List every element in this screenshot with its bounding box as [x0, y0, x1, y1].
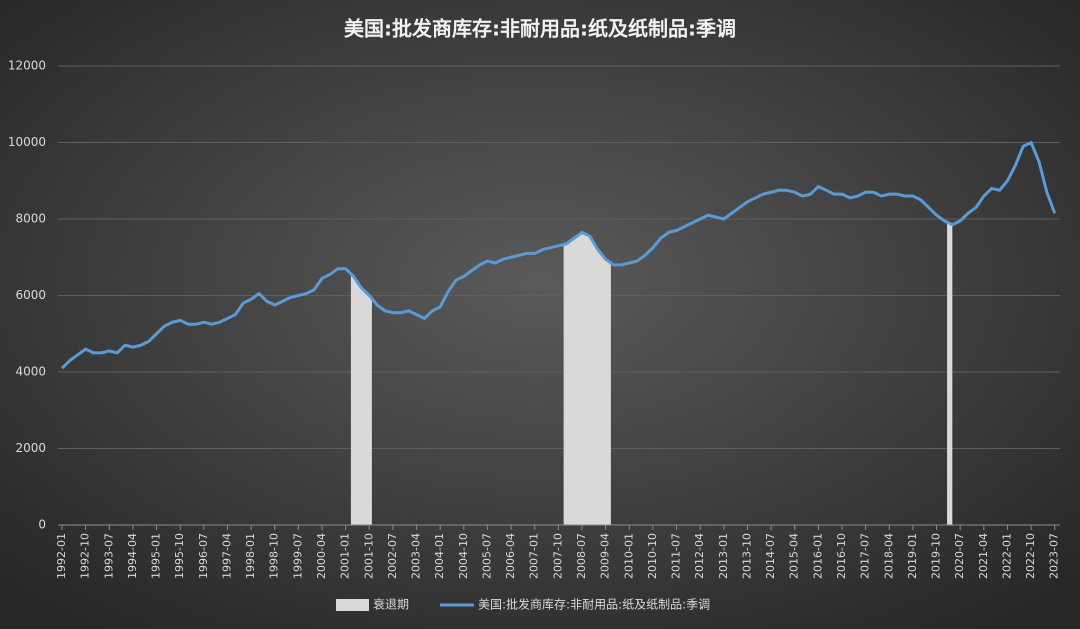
x-tick-label: 2013-10: [740, 533, 753, 579]
x-tick-label: 1992-01: [55, 533, 68, 579]
x-tick-label: 2018-04: [882, 533, 895, 579]
x-tick-label: 2001-10: [362, 533, 375, 579]
x-tick-label: 2023-07: [1048, 533, 1061, 579]
recession-band: [350, 273, 372, 525]
x-tick-label: 2012-04: [693, 533, 706, 579]
x-tick-label: 1999-07: [291, 533, 304, 579]
y-tick-label: 0: [38, 518, 46, 532]
x-tick-label: 2016-10: [835, 533, 848, 579]
x-tick-label: 2000-04: [315, 533, 328, 579]
recession-band: [947, 222, 953, 525]
x-tick-label: 2013-01: [717, 533, 730, 579]
x-tick-label: 2010-01: [622, 533, 635, 579]
x-tick-label: 2006-04: [504, 533, 517, 579]
x-tick-label: 1994-04: [126, 533, 139, 579]
x-tick-label: 2011-07: [670, 533, 683, 579]
x-tick-label: 2021-04: [977, 533, 990, 579]
x-tick-label: 1998-01: [244, 533, 257, 579]
x-tick-label: 2019-01: [906, 533, 919, 579]
x-tick-label: 2002-07: [386, 533, 399, 579]
y-tick-label: 6000: [15, 288, 46, 302]
x-tick-label: 2022-01: [1000, 533, 1013, 579]
y-tick-label: 2000: [15, 441, 46, 455]
x-tick-label: 2001-01: [339, 533, 352, 579]
legend-label: 衰退期: [373, 597, 409, 612]
x-tick-label: 1998-10: [268, 533, 281, 579]
y-tick-label: 4000: [15, 365, 46, 379]
legend-swatch: [336, 599, 369, 611]
x-tick-label: 2004-01: [433, 533, 446, 579]
data-line: [60, 141, 1057, 370]
chart-title: 美国:批发商库存:非耐用品:纸及纸制品:季调: [344, 17, 736, 41]
x-tick-label: 1993-07: [102, 533, 115, 579]
x-tick-label: 1995-10: [173, 533, 186, 579]
x-tick-label: 1996-07: [197, 533, 210, 579]
x-tick-label: 2007-10: [551, 533, 564, 579]
x-tick-label: 2019-10: [930, 533, 943, 579]
x-tick-label: 2004-10: [457, 533, 470, 579]
x-tick-label: 1992-10: [79, 533, 92, 579]
x-tick-label: 1997-04: [220, 533, 233, 579]
y-tick-label: 8000: [15, 212, 46, 226]
x-tick-label: 2008-07: [575, 533, 588, 579]
x-tick-label: 2014-07: [764, 533, 777, 579]
x-tick-label: 2015-04: [788, 533, 801, 579]
x-tick-label: 2020-07: [953, 533, 966, 579]
x-tick-label: 2009-04: [599, 533, 612, 579]
x-tick-label: 2003-04: [410, 533, 423, 579]
x-tick-label: 2005-07: [480, 533, 493, 579]
x-tick-label: 2017-07: [859, 533, 872, 579]
x-tick-label: 1995-01: [150, 533, 163, 579]
y-tick-label: 12000: [8, 59, 46, 73]
x-tick-label: 2022-10: [1024, 533, 1037, 579]
x-tick-label: 2016-01: [811, 533, 824, 579]
x-tick-label: 2010-10: [646, 533, 659, 579]
recession-band: [563, 232, 611, 525]
legend-label: 美国:批发商库存:非耐用品:纸及纸制品:季调: [478, 597, 710, 612]
y-tick-label: 10000: [8, 135, 46, 149]
x-tick-label: 2007-01: [528, 533, 541, 579]
